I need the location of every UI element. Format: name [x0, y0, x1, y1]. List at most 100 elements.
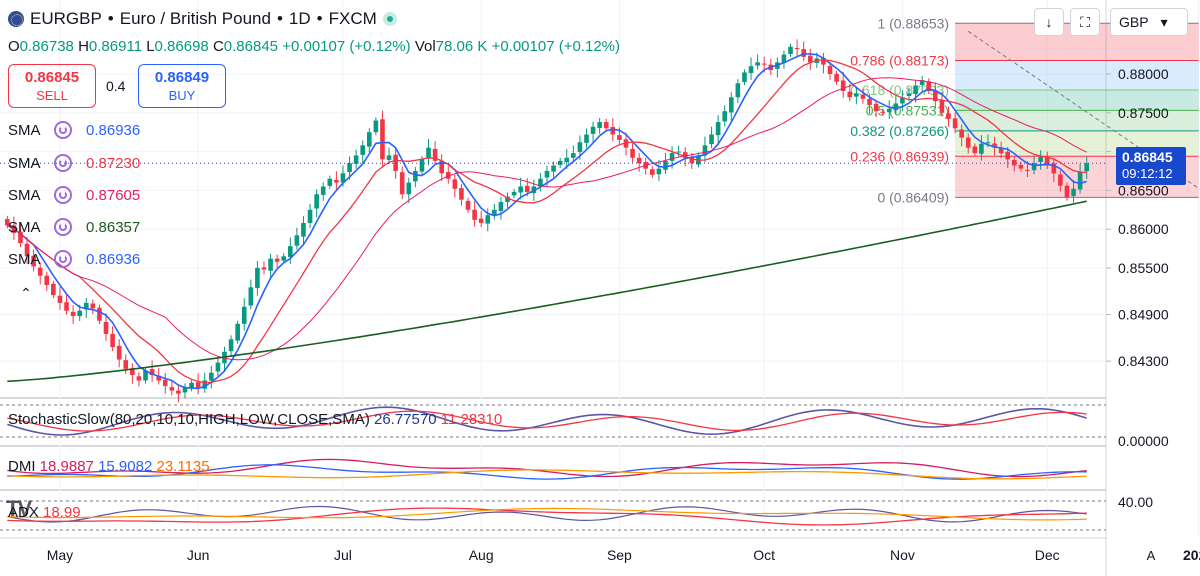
candle-body: [1064, 185, 1070, 198]
candle-body: [702, 145, 708, 156]
stochastic-legend[interactable]: StochasticSlow(80,20,10,10,HIGH,LOW,CLOS…: [8, 411, 503, 428]
sma-legend-row[interactable]: SMA 0.86357: [8, 218, 141, 236]
y-tick-label: 0.88000: [1118, 66, 1169, 82]
symbol-header[interactable]: EURGBP • Euro / British Pound • 1D • FXC…: [8, 8, 397, 30]
fib-level-label: 0.382 (0.87266): [850, 123, 949, 139]
spread-value: 0.4: [106, 78, 126, 94]
dmi-adx-line: [7, 469, 1087, 480]
candle-body: [274, 258, 280, 262]
candle-body: [162, 379, 168, 386]
candle-body: [189, 382, 194, 389]
fib-zone: [955, 60, 1199, 91]
y-tick-label: 0.85500: [1118, 260, 1169, 276]
sma-legend-row[interactable]: SMA 0.86936: [8, 250, 141, 268]
sma-legend-row[interactable]: SMA 0.87605: [8, 186, 141, 204]
candle-body: [946, 113, 951, 119]
candle-body: [656, 168, 662, 175]
candle-body: [840, 80, 846, 92]
fib-zone: [955, 90, 1199, 111]
candle-body: [952, 118, 958, 129]
sma-settings-icon[interactable]: [54, 250, 72, 268]
candle-body: [821, 57, 826, 65]
candle-body: [959, 129, 964, 138]
candle-body: [373, 120, 379, 133]
down-arrow-button[interactable]: ↓: [1034, 8, 1064, 36]
sma-mid-line: [6, 59, 1087, 384]
candle-body: [755, 62, 760, 66]
candle-body: [31, 255, 36, 267]
adx-smooth-line: [7, 507, 1087, 521]
candle-body: [985, 142, 991, 144]
y-tick-label: 0.86000: [1118, 221, 1169, 237]
candle-body: [465, 200, 471, 210]
candle-body: [610, 127, 616, 135]
collapse-legend-button[interactable]: ⌃: [12, 281, 40, 305]
candle-body: [807, 55, 813, 63]
candle-body: [1051, 163, 1057, 174]
buy-button[interactable]: 0.86849 BUY: [138, 64, 226, 108]
candle-body: [676, 151, 681, 153]
candle-body: [268, 258, 273, 271]
candle-body: [1031, 163, 1037, 171]
dmi-legend[interactable]: DMI 18.9887 15.9082 23.1135: [8, 458, 210, 475]
candle-body: [906, 93, 912, 96]
tradingview-logo: TV: [6, 496, 32, 521]
candle-body: [406, 182, 412, 195]
candle-body: [77, 310, 82, 317]
candle-body: [682, 152, 688, 158]
symbol-description: Euro / British Pound: [119, 9, 271, 28]
candle-body: [182, 387, 188, 393]
candle-body: [413, 170, 418, 182]
candle-body: [867, 98, 872, 105]
candle-body: [571, 153, 576, 158]
sma-settings-icon[interactable]: [54, 154, 72, 172]
candle-body: [393, 154, 398, 171]
candle-body: [781, 54, 787, 63]
auto-scale-button[interactable]: A: [1146, 547, 1156, 563]
x-tick-label: May: [47, 547, 73, 563]
candle-body: [926, 81, 932, 92]
symbol-exchange: FXCM: [328, 9, 377, 28]
sma-settings-icon[interactable]: [54, 121, 72, 139]
sma-fast-line: [6, 53, 1087, 390]
candle-body: [544, 170, 550, 178]
candle-body: [709, 134, 714, 145]
candle-body: [143, 370, 148, 381]
candle-body: [564, 157, 570, 163]
arrow-down-icon: ↓: [1045, 14, 1053, 30]
last-price-tag: 0.86845 09:12:12: [1116, 147, 1186, 185]
candle-body: [294, 235, 300, 246]
fib-zone: [955, 110, 1199, 131]
y-tick-label: 0.87500: [1118, 105, 1169, 121]
adx-legend[interactable]: ADX 18.99: [8, 504, 81, 521]
sell-button[interactable]: 0.86845 SELL: [8, 64, 96, 108]
candle-body: [827, 65, 833, 74]
currency-label: GBP: [1119, 14, 1149, 30]
candle-body: [900, 97, 905, 104]
candle-body: [998, 147, 1004, 154]
currency-select[interactable]: GBP ▾: [1110, 8, 1188, 36]
candle-body: [1038, 156, 1043, 162]
candle-body: [880, 111, 885, 113]
candle-body: [794, 48, 800, 50]
candle-body: [979, 143, 984, 154]
sma-slow-line: [7, 77, 1087, 361]
candle-body: [320, 186, 326, 195]
candle-body: [51, 283, 56, 296]
candle-body: [202, 380, 208, 389]
candle-body: [1044, 157, 1050, 164]
candle-body: [1018, 164, 1024, 169]
candle-body: [748, 66, 754, 74]
sma-settings-icon[interactable]: [54, 186, 72, 204]
candle-body: [992, 143, 997, 148]
candle-body: [18, 231, 23, 244]
candle-body: [64, 302, 69, 311]
sma-legend-row[interactable]: SMA 0.86936: [8, 121, 141, 139]
sma-legend-row[interactable]: SMA 0.87230: [8, 154, 141, 172]
candle-body: [801, 49, 806, 57]
fib-level-label: 0.618 (0.87793): [850, 82, 949, 98]
sma-settings-icon[interactable]: [54, 218, 72, 236]
candle-body: [24, 243, 30, 257]
fullscreen-button[interactable]: ⛶: [1070, 8, 1100, 36]
